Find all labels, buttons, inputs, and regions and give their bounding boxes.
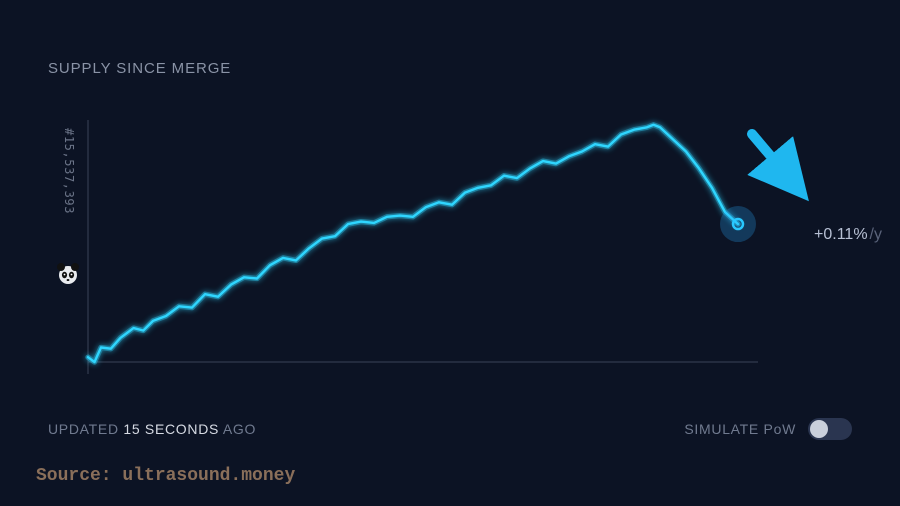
panel-footer: UPDATED 15 SECONDS AGO SIMULATE PoW <box>48 418 852 440</box>
updated-suffix: AGO <box>223 421 256 437</box>
simulate-pow-toggle[interactable] <box>808 418 852 440</box>
updated-time: 15 SECONDS <box>123 421 219 437</box>
panel-title: SUPPLY SINCE MERGE <box>48 60 231 77</box>
supply-line <box>88 125 738 362</box>
source-attribution: Source: ultrasound.money <box>36 466 295 486</box>
current-value: +0.11% <box>814 226 868 243</box>
toggle-knob <box>810 420 828 438</box>
supply-line-glow <box>88 125 738 362</box>
supply-chart: #15,537,393 <box>48 110 852 390</box>
updated-prefix: UPDATED <box>48 421 119 437</box>
simulate-pow-control: SIMULATE PoW <box>684 418 852 440</box>
supply-panel: SUPPLY SINCE MERGE #15,537,393 <box>0 0 900 506</box>
updated-status: UPDATED 15 SECONDS AGO <box>48 421 256 437</box>
simulate-pow-label: SIMULATE PoW <box>684 421 796 437</box>
current-value-readout: +0.11%/y <box>814 226 882 244</box>
current-value-unit: /y <box>870 226 882 243</box>
chart-svg <box>48 110 852 390</box>
